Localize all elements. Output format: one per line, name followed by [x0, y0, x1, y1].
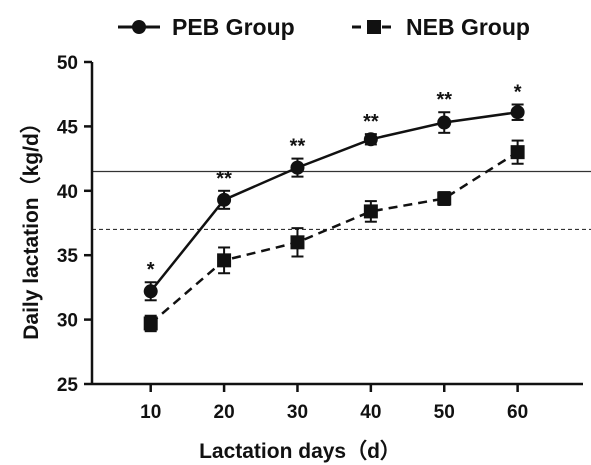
y-tick-label: 25	[57, 375, 79, 396]
data-point	[290, 235, 305, 250]
significance-label: *	[514, 82, 522, 104]
legend-swatch-neb-marker	[367, 20, 381, 34]
legend-item-peb: PEB Group	[118, 14, 295, 40]
y-axis-title: Daily lactation（kg/d）	[19, 112, 43, 340]
x-axis-title: Lactation days（d）	[199, 439, 401, 463]
x-tick-label: 50	[434, 402, 455, 423]
data-point	[217, 192, 232, 207]
data-point	[363, 204, 378, 219]
x-tick-label: 30	[287, 402, 308, 423]
data-point	[217, 253, 232, 268]
legend-item-neb: NEB Group	[352, 14, 530, 40]
x-tick-label: 40	[360, 402, 381, 423]
data-point	[143, 316, 158, 331]
significance-label: *	[147, 259, 155, 281]
y-tick-label: 35	[57, 246, 79, 267]
data-point	[363, 132, 378, 147]
x-tick-label: 60	[507, 402, 528, 423]
legend: PEB Group NEB Group	[118, 14, 530, 40]
x-tick-label: 10	[140, 402, 161, 423]
x-tick-label: 20	[214, 402, 235, 423]
significance-label: **	[436, 89, 452, 111]
y-tick-label: 30	[57, 311, 78, 332]
data-point	[437, 115, 452, 130]
data-point	[510, 105, 525, 120]
data-point	[437, 191, 452, 206]
significance-label: **	[363, 111, 379, 133]
legend-label-peb: PEB Group	[172, 14, 295, 40]
y-tick-label: 45	[57, 117, 79, 138]
data-point	[510, 145, 525, 160]
data-point	[143, 284, 158, 299]
significance-label: **	[216, 168, 232, 190]
data-point	[290, 160, 305, 175]
significance-label: **	[290, 136, 306, 158]
legend-swatch-peb-marker	[132, 20, 146, 34]
y-tick-label: 50	[57, 53, 78, 74]
legend-label-neb: NEB Group	[406, 14, 530, 40]
series-line-0	[149, 110, 518, 293]
y-tick-label: 40	[57, 182, 78, 203]
series-line-1	[149, 151, 519, 325]
